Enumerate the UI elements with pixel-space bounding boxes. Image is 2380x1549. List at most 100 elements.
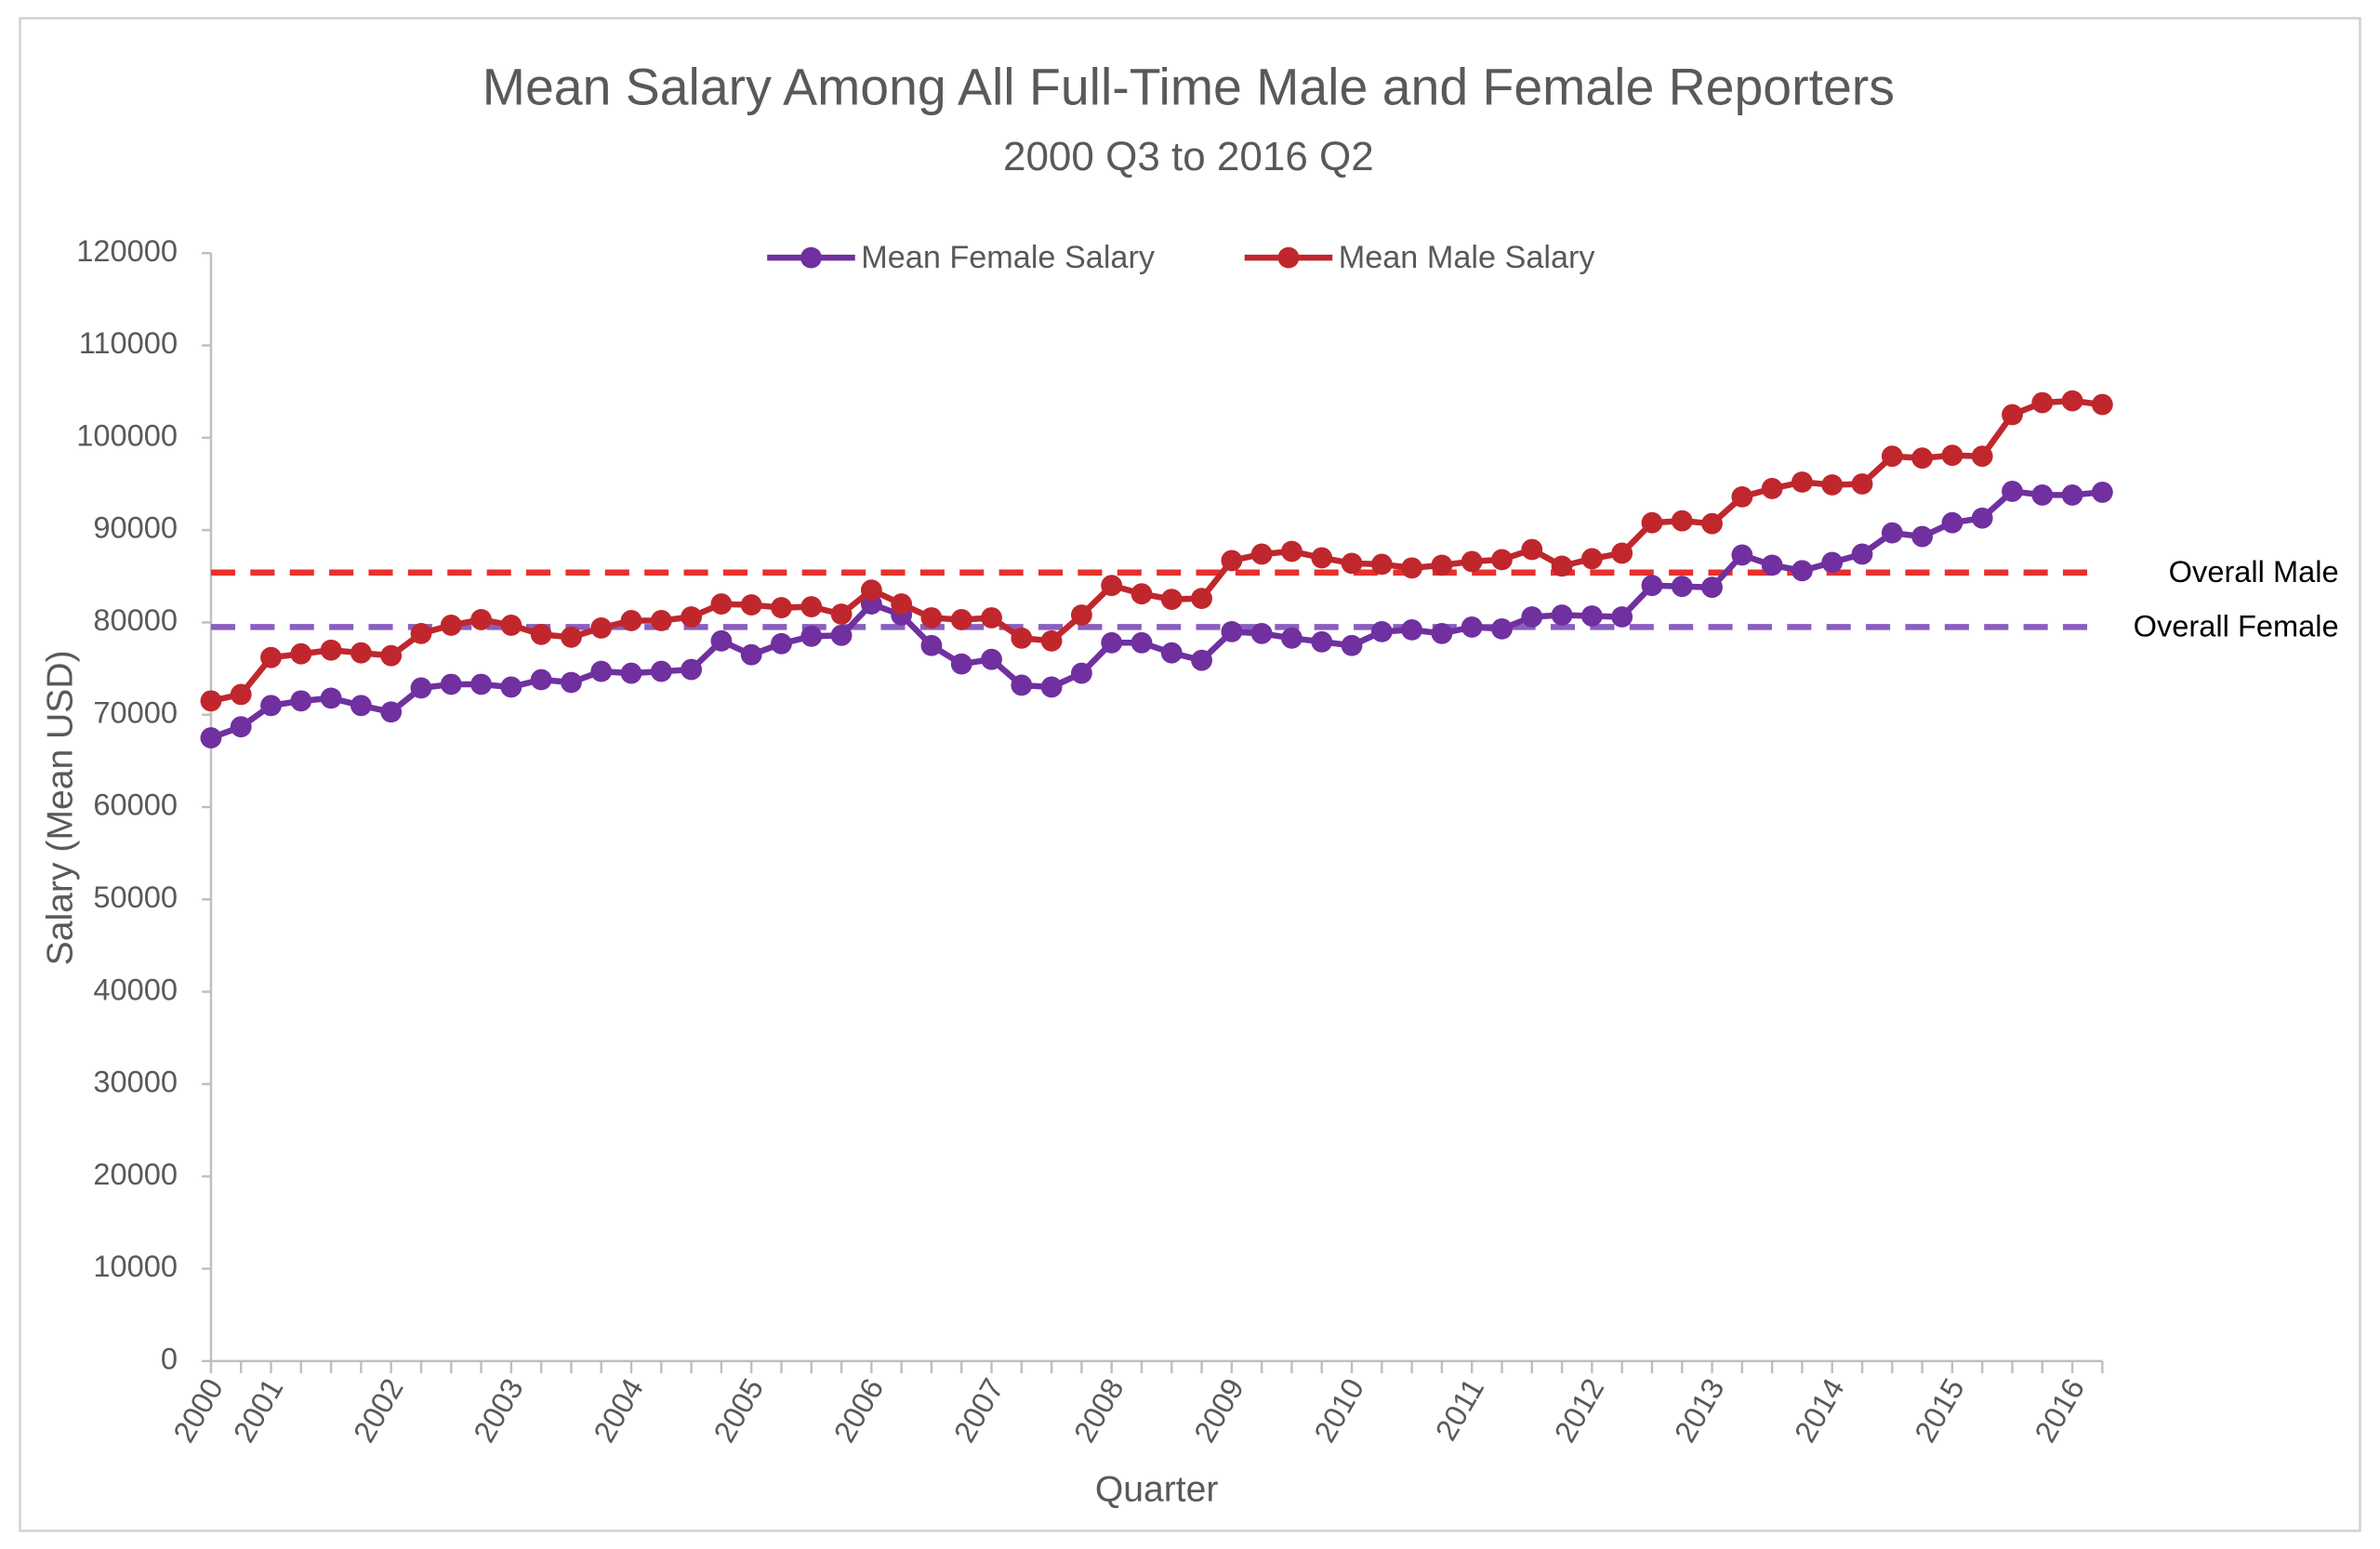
y-tick-label: 20000 [93, 1157, 178, 1191]
data-point [1641, 511, 1663, 534]
data-point [1821, 551, 1844, 574]
data-point [771, 597, 792, 618]
data-point [561, 671, 582, 694]
data-point [470, 673, 492, 695]
data-point [860, 579, 882, 602]
data-point [350, 642, 372, 664]
data-point [1250, 543, 1273, 565]
data-point [1130, 631, 1153, 654]
chart-title: Mean Salary Among All Full-Time Male and… [483, 58, 1895, 115]
data-point [1761, 554, 1783, 576]
data-point [2002, 404, 2023, 426]
data-point [830, 624, 853, 646]
y-tick-label: 80000 [93, 602, 178, 637]
data-point [1130, 583, 1153, 605]
data-point [590, 616, 613, 639]
data-point [290, 690, 312, 712]
data-point [740, 594, 762, 616]
data-point [1040, 629, 1063, 652]
data-point [320, 639, 342, 661]
y-tick-label: 120000 [76, 233, 178, 268]
data-point [2091, 393, 2113, 416]
y-tick-label: 30000 [93, 1065, 178, 1099]
data-point [681, 606, 703, 628]
y-tick-label: 90000 [93, 510, 178, 545]
data-point [2031, 391, 2054, 414]
data-point [1341, 552, 1363, 575]
data-point [1521, 606, 1543, 628]
data-point [1941, 511, 1964, 534]
data-point [650, 660, 672, 682]
data-point [1551, 604, 1573, 626]
data-point [620, 610, 642, 631]
data-point [380, 644, 403, 667]
data-point [1011, 627, 1033, 649]
data-point [1281, 540, 1302, 563]
data-point [1461, 616, 1483, 638]
data-point [1431, 622, 1453, 644]
data-point [1281, 627, 1302, 649]
data-point [320, 687, 342, 709]
series-line [210, 397, 2103, 705]
data-point [1851, 473, 1873, 495]
data-point [590, 660, 613, 682]
data-point [1761, 478, 1783, 499]
data-point [440, 615, 462, 636]
data-point [1821, 474, 1844, 496]
data-point [710, 593, 733, 615]
series-line [209, 488, 2103, 741]
data-point [1941, 444, 1964, 467]
data-point [1521, 538, 1543, 561]
data-point [1580, 605, 1603, 627]
legend-label: Mean Female Salary [861, 240, 1156, 275]
data-point [1011, 674, 1033, 696]
data-point [410, 677, 432, 699]
data-point [1191, 649, 1212, 671]
y-tick-label: 0 [161, 1341, 178, 1375]
data-point [1611, 606, 1633, 628]
data-point [1641, 575, 1663, 597]
data-point [1580, 548, 1603, 570]
data-point [1040, 676, 1063, 698]
data-point [1881, 522, 1903, 544]
data-point [771, 632, 792, 655]
chart-border [19, 17, 2361, 1532]
data-point [1792, 471, 1813, 493]
data-point [920, 634, 943, 656]
data-point [981, 648, 1002, 670]
data-point [500, 676, 522, 698]
legend-marker [800, 246, 822, 269]
data-point [1191, 588, 1212, 610]
y-tick-label: 100000 [76, 417, 178, 452]
data-point [1491, 549, 1513, 571]
data-point [1070, 662, 1092, 684]
data-point [800, 625, 823, 647]
data-point [561, 626, 582, 648]
data-point [2061, 483, 2083, 506]
data-point [1671, 510, 1693, 532]
data-point [2002, 481, 2023, 502]
data-point [200, 690, 222, 712]
data-point [1551, 555, 1573, 577]
data-point [1701, 512, 1723, 535]
data-point [230, 716, 252, 738]
data-point [981, 607, 1002, 629]
data-point [1881, 445, 1903, 468]
data-point [1101, 575, 1123, 597]
data-point [380, 701, 403, 723]
data-point [1250, 622, 1273, 644]
y-tick-label: 10000 [93, 1249, 178, 1283]
data-point [710, 629, 733, 652]
data-point [1370, 553, 1393, 576]
data-point [1491, 617, 1513, 640]
data-point [1671, 576, 1693, 598]
data-point [681, 658, 703, 681]
data-point [1461, 550, 1483, 573]
data-point [920, 607, 943, 629]
y-tick-label: 60000 [93, 788, 178, 822]
data-point [1341, 634, 1363, 656]
data-point [1911, 447, 1933, 470]
data-point [290, 642, 312, 665]
data-point [1221, 549, 1243, 572]
